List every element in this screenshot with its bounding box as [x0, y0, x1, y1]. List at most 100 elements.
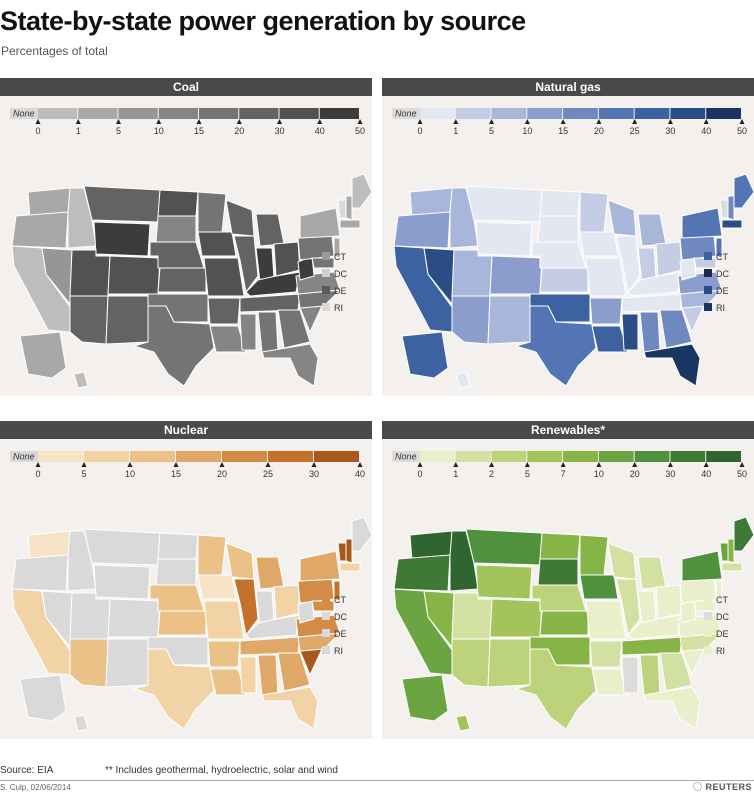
legend-swatch [239, 108, 279, 119]
state-ks [539, 610, 589, 636]
small-state-label: CT [716, 252, 728, 262]
legend-tick [35, 462, 41, 467]
state-ms [239, 656, 257, 694]
footer-divider [0, 780, 754, 781]
state-co [107, 255, 161, 295]
state-me [351, 516, 372, 552]
legend-tick [453, 462, 459, 467]
legend-tick [81, 462, 87, 467]
state-vt [337, 542, 347, 562]
state-ny [681, 550, 723, 582]
state-tx [132, 648, 215, 730]
state-nm [105, 638, 149, 688]
state-or [393, 211, 451, 249]
legend-tick [156, 119, 162, 124]
legend-tick [739, 119, 745, 124]
state-tx [132, 305, 215, 387]
legend-tick [417, 462, 423, 467]
state-ut [69, 592, 111, 640]
state-ma [721, 219, 743, 229]
state-sd [155, 215, 197, 243]
small-state-swatch [322, 269, 330, 277]
state-mn [197, 534, 227, 576]
state-ma [339, 562, 361, 572]
small-state-swatch [322, 252, 330, 260]
state-mt [83, 528, 161, 566]
legend-tick-label: 0 [35, 126, 40, 136]
small-state-swatch [322, 629, 330, 637]
state-mt [465, 185, 543, 223]
legend-tick-label: 15 [171, 469, 181, 479]
legend-none-label: None [395, 109, 417, 119]
legend-swatch [314, 451, 359, 462]
state-wy [475, 564, 533, 600]
small-state-swatch [322, 303, 330, 311]
state-hi [73, 714, 89, 732]
state-nj [715, 237, 723, 259]
state-ks [157, 610, 207, 636]
small-state-label: CT [334, 252, 346, 262]
state-ia [197, 231, 237, 257]
state-hi [455, 714, 471, 732]
legend-tick [265, 462, 271, 467]
small-state-label: DC [716, 269, 729, 279]
legend-tick-label: 40 [315, 126, 325, 136]
state-mi [255, 556, 285, 590]
state-nj [333, 237, 341, 259]
legend-none-swatch [10, 451, 38, 462]
state-ne [149, 584, 205, 612]
state-ia [579, 574, 619, 600]
legend-tick [632, 462, 638, 467]
legend-tick-label: 5 [81, 469, 86, 479]
legend-tick-label: 0 [417, 469, 422, 479]
legend-tick-label: 10 [594, 469, 604, 479]
state-az [69, 295, 109, 345]
state-co [489, 255, 543, 295]
state-fl [643, 686, 701, 730]
state-la [591, 668, 629, 696]
legend-swatch [598, 451, 634, 462]
small-state-label: DC [334, 269, 347, 279]
legend-tick-label: 10 [125, 469, 135, 479]
legend-swatch [706, 451, 741, 462]
legend-tick [739, 462, 745, 467]
state-az [451, 295, 491, 345]
legend-tick-label: 2 [489, 469, 494, 479]
state-ar [589, 297, 623, 325]
legend-tick-label: 40 [355, 469, 365, 479]
state-or [393, 554, 451, 592]
state-wy [93, 564, 151, 600]
legend-tick-label: 40 [701, 126, 711, 136]
state-mi [637, 556, 667, 590]
small-state-label: DE [334, 286, 347, 296]
state-mi [255, 213, 285, 247]
state-mt [465, 528, 543, 566]
state-ut [451, 249, 493, 297]
legend-swatch [670, 108, 706, 119]
legend-tick-label: 25 [630, 126, 640, 136]
legend-swatch [319, 108, 359, 119]
legend-tick [489, 119, 495, 124]
legend-tick [196, 119, 202, 124]
legend-tick [524, 119, 530, 124]
us-map [11, 516, 372, 732]
legend-tick-label: 5 [116, 126, 121, 136]
legend-tick-label: 15 [194, 126, 204, 136]
legend-tick [560, 462, 566, 467]
state-ne [531, 584, 587, 612]
state-hi [455, 371, 471, 389]
state-mn [579, 191, 609, 233]
legend-tick-label: 30 [665, 126, 675, 136]
panel-title: Coal [0, 78, 372, 96]
brand-logo: REUTERS [693, 782, 752, 792]
footnote: ** Includes geothermal, hydroelectric, s… [105, 765, 338, 776]
state-ar [207, 297, 241, 325]
legend-none-label: None [395, 452, 417, 462]
state-ar [207, 640, 241, 668]
legend-tick [357, 119, 363, 124]
panel-title: Renewables* [382, 421, 754, 439]
state-nm [487, 638, 531, 688]
state-vt [719, 542, 729, 562]
state-wy [93, 221, 151, 257]
state-mo [585, 600, 627, 640]
